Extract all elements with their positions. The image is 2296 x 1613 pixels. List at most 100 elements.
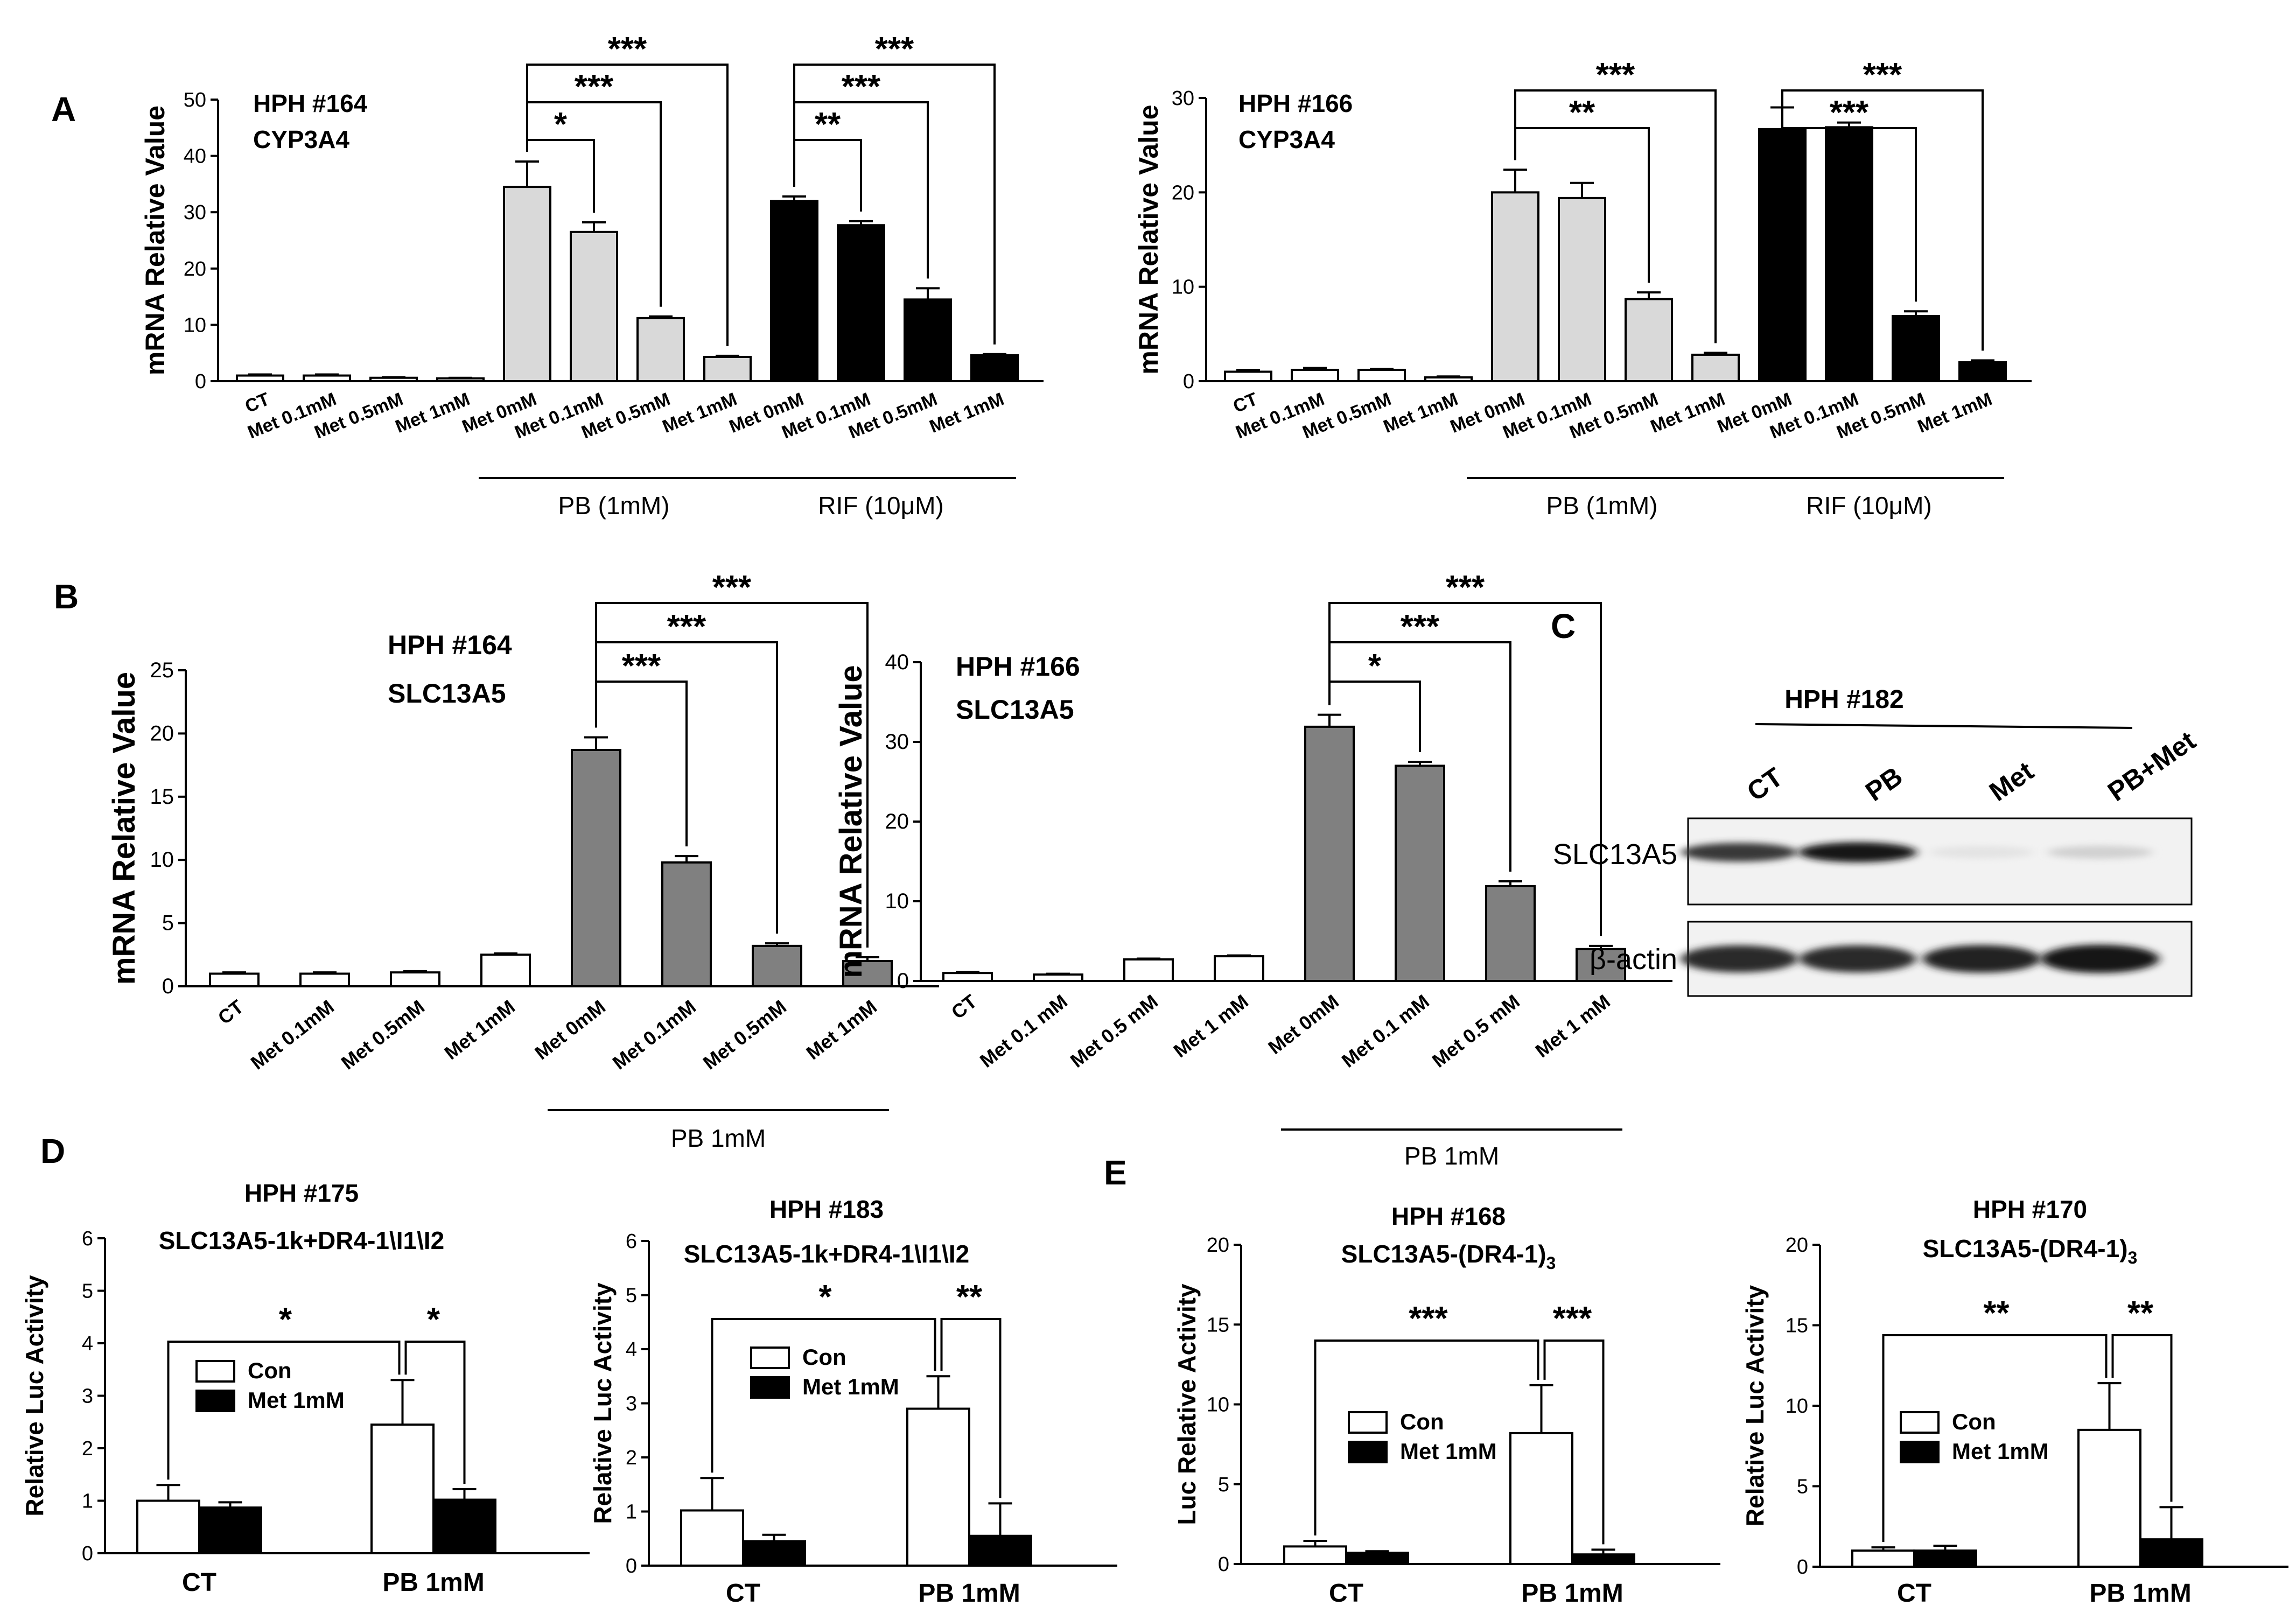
E2-category-label: CT [1897,1579,1931,1608]
D1-bar [136,1499,200,1554]
B1-category-label: Met 0.5mM [699,995,790,1074]
D2-sig-bracket [940,1318,1002,1498]
D1-legend-label: Met 1mM [248,1387,345,1413]
B2-y-axis-label: mRNA Relative Value [834,665,869,978]
blot-band [1799,945,1916,973]
blot-lane-label: PB [1860,761,1908,807]
B2-category-label: CT [947,990,981,1023]
D2-y-tick-label: 0 [626,1555,637,1577]
D2-category-label: CT [726,1579,760,1608]
D1-sig-bracket [167,1341,401,1480]
B1-category-label: Met 1mM [440,995,519,1064]
B2-bar [1485,885,1536,982]
E2-sig-bracket [1882,1334,2108,1542]
B1-category-label: Met 0.1mM [608,995,700,1074]
panel-label-b: B [54,577,79,616]
D2-sig-label: ** [956,1279,983,1316]
blot-membrane-slc13a5 [1687,817,2193,906]
A1-bar [636,317,685,383]
B2-y-tick-label: 20 [885,810,909,833]
D2-title: HPH #183 [769,1195,884,1223]
B2-bar [1304,725,1355,982]
E1-y-axis-label: Luc Relative Activity [1173,1284,1201,1525]
B1-y-tick-label: 15 [150,785,174,809]
B2-bar [1395,765,1445,983]
E2-y-tick-label: 0 [1797,1556,1808,1579]
B1-y-tick-label: 5 [162,911,174,935]
A1-y-tick-label: 0 [195,370,206,393]
B2-bar [942,972,993,982]
B1-bar [480,953,531,988]
E1-category-label: CT [1329,1579,1363,1608]
A2-y-tick-label: 10 [1172,276,1194,299]
E1-legend-swatch [1348,1441,1388,1463]
B2-sig-label: *** [1446,569,1485,606]
E1-y-tick-label: 5 [1218,1474,1229,1496]
A2-y-tick-label: 30 [1172,87,1194,110]
B1-y-axis-label: mRNA Relative Value [107,672,142,985]
panel-label-c: C [1551,607,1576,646]
E1-y-tick-label: 20 [1207,1234,1229,1257]
B1-category-label: Met 0mM [530,995,610,1064]
E1-sig-bracket [1543,1340,1605,1545]
A2-sig-bracket [1781,89,1984,351]
B2-sig-bracket [1328,641,1511,872]
D2-bar [742,1540,806,1567]
B1-y-tick-label: 20 [150,721,174,745]
A1-sig-label: *** [575,68,614,106]
E2-y-tick-label: 15 [1786,1315,1808,1337]
A2-title: CYP3A4 [1238,125,1335,153]
A1-bar [369,376,418,382]
D2-sig-label: * [818,1279,832,1316]
E1-bar [1571,1553,1635,1565]
E2-sig-bracket [2111,1334,2173,1502]
D1-category-label: CT [182,1568,216,1597]
blot-band [2047,846,2153,859]
B1-y-tick-label: 10 [150,848,174,872]
D1-sig-label: * [279,1301,292,1338]
A1-title: HPH #164 [253,89,368,117]
A2-title: HPH #166 [1238,89,1353,117]
blot-band [2041,944,2159,973]
B2-bar [1214,955,1264,982]
A2-bar [1224,370,1272,383]
A2-bar [1825,126,1873,382]
E1-title: HPH #168 [1391,1202,1506,1230]
A2-sig-label: *** [1863,57,1902,94]
D2-y-tick-label: 2 [626,1447,637,1469]
A2-category-label: Met 1mM [1381,389,1461,437]
A2-sig-bracket [1781,97,1917,302]
D1-bar [432,1498,496,1555]
E2-sig-label: ** [2127,1295,2154,1332]
B1-category-label: Met 1mM [802,995,881,1064]
E2-bar [1913,1549,1977,1568]
A1-bar [970,354,1019,382]
B2-bar [1123,958,1174,983]
B2-bar [1033,973,1083,983]
D1-bar [198,1506,262,1555]
A2-category-label: CT [1230,389,1261,417]
B2-sig-label: *** [1401,608,1440,646]
E2-sig-label: ** [1983,1295,2010,1332]
E2-category-label: PB 1mM [2089,1579,2191,1608]
A1-title: CYP3A4 [253,125,349,153]
B2-category-label: Met 1 mM [1531,990,1614,1062]
B2-title: SLC13A5 [956,695,1074,725]
A2-bar [1691,353,1740,383]
E1-sig-bracket [1314,1340,1539,1536]
D1-y-axis-label: Relative Luc Activity [20,1275,48,1517]
B1-title: HPH #164 [388,630,512,660]
A1-category-label: Met 1mM [660,389,740,437]
A1-bar [436,377,485,383]
B1-bar [390,971,440,987]
B1-sig-label: *** [667,608,706,646]
D1-sig-label: * [427,1301,440,1338]
D1-legend-label: Con [248,1358,292,1383]
band-row-beta-actin [1681,944,2159,973]
E1-bar [1283,1545,1347,1566]
A1-y-tick-label: 20 [184,258,206,280]
D2-bar [968,1534,1032,1567]
A1-group-label: PB (1mM) [558,492,670,520]
A1-category-label: CT [242,389,272,417]
